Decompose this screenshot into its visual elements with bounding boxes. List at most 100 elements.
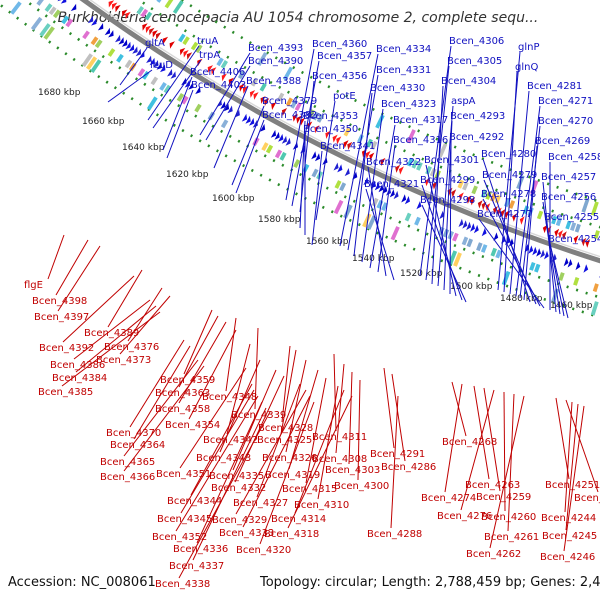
forward-gene-arrow <box>278 133 284 142</box>
outer-feature-block <box>551 288 560 303</box>
inner-feature-block <box>156 0 162 3</box>
reverse-label-line <box>178 411 271 579</box>
map-title: Burkholderia cenocepacia AU 1054 chromos… <box>58 10 539 26</box>
forward-cog-block <box>466 238 473 248</box>
reverse-gene-arrow <box>115 4 121 13</box>
forward-cog-block <box>176 93 185 102</box>
forward-gene-arrow <box>337 164 343 173</box>
outer-feature-block <box>343 204 353 219</box>
reverse-cog-block <box>574 223 581 233</box>
forward-gene-arrow <box>188 82 194 90</box>
ring-dots-0 <box>0 2 600 319</box>
forward-gene-arrow <box>462 220 468 229</box>
forward-gene-label: Bcen_4271 <box>538 96 593 107</box>
reverse-label-line <box>234 375 285 483</box>
inner-feature-block <box>590 201 599 216</box>
reverse-label-line <box>473 385 490 480</box>
reverse-cog-block <box>551 215 558 225</box>
forward-gene-arrow <box>532 246 538 256</box>
forward-gene-arrow <box>149 57 155 66</box>
forward-gene-arrow <box>563 257 569 267</box>
forward-label-line <box>483 179 537 305</box>
reverse-gene-label: Bcen_4328 <box>258 423 313 434</box>
reverse-label-line <box>489 395 525 549</box>
forward-cog-block <box>274 149 283 159</box>
reverse-gene-arrow <box>493 206 498 215</box>
forward-cog-block <box>159 82 167 91</box>
reverse-label-line <box>55 239 89 296</box>
forward-gene-arrow <box>128 44 135 52</box>
reverse-gene-arrow <box>169 41 175 49</box>
genome-rings <box>0 0 600 319</box>
forward-gene-label: potE <box>333 91 356 102</box>
reverse-label-line <box>178 315 219 388</box>
forward-label-line <box>299 80 315 213</box>
forward-gene-arrow <box>252 119 258 128</box>
reverse-gene-arrow <box>425 178 430 187</box>
forward-gene-arrow <box>389 189 395 198</box>
topology-text: Topology: circular; Length: 2,788,459 bp… <box>259 575 600 590</box>
reverse-cog-block <box>190 41 199 51</box>
reverse-cog-block <box>259 82 267 92</box>
forward-cog-block <box>116 53 124 63</box>
forward-label-line <box>503 71 518 293</box>
outer-feature-block <box>362 213 372 228</box>
reverse-cog-block <box>285 97 293 107</box>
reverse-gene-label: Bcen_4359 <box>160 375 215 386</box>
reverse-cog-block <box>406 157 414 167</box>
reverse-label-line <box>451 381 467 437</box>
outer-feature-block <box>86 56 98 70</box>
reverse-gene-arrow <box>264 98 270 106</box>
reverse-cog-block <box>471 185 478 195</box>
forward-gene-arrow <box>132 46 138 54</box>
forward-gene-arrow <box>404 196 410 205</box>
outer-feature-block <box>39 23 51 37</box>
reverse-gene-arrow <box>332 134 338 143</box>
reverse-gene-arrow <box>271 102 277 110</box>
reverse-gene-arrow <box>253 92 259 100</box>
forward-cog-block <box>265 144 274 154</box>
forward-cog-block <box>194 103 202 113</box>
forward-gene-arrow <box>274 131 280 140</box>
reverse-cog-block <box>411 159 419 169</box>
outer-feature-block <box>366 215 377 230</box>
reverse-gene-arrow <box>207 65 213 73</box>
genome-backbone <box>79 0 600 264</box>
reverse-label-line <box>190 383 253 496</box>
reverse-gene-arrow <box>221 73 227 82</box>
reverse-gene-label: Bcen_4310 <box>294 500 349 511</box>
forward-cog-block <box>461 236 469 246</box>
reverse-gene-label: Bcen_4308 <box>312 454 367 465</box>
reverse-label-line <box>507 393 515 532</box>
outer-feature-block <box>146 96 158 111</box>
reverse-gene-arrow <box>186 52 193 60</box>
reverse-gene-label: Bcen_4366 <box>100 472 155 483</box>
forward-gene-arrow <box>259 123 266 132</box>
reverse-gene-arrow <box>477 200 483 209</box>
forward-gene-label: Bcen_4280 <box>481 149 536 160</box>
forward-cog-block <box>82 30 90 40</box>
forward-gene-label: Bcen_4279 <box>482 170 537 181</box>
reverse-label-line <box>317 385 339 500</box>
forward-label-line <box>299 120 306 229</box>
forward-gene-arrow <box>344 168 350 177</box>
forward-gene-arrow <box>393 190 399 200</box>
forward-gene-arrow <box>466 221 472 231</box>
reverse-cog-block <box>480 189 488 198</box>
forward-gene-label: gltA <box>145 38 165 49</box>
reverse-label-line <box>235 389 307 515</box>
forward-label-line <box>152 59 202 129</box>
forward-label-line <box>377 144 396 273</box>
forward-gene-label: Bcen_4304 <box>441 76 496 87</box>
reverse-cog-block <box>508 200 516 209</box>
forward-gene-label: Bcen_4357 <box>317 51 372 62</box>
inner-feature-block <box>283 66 293 81</box>
reverse-gene-arrow <box>395 164 401 173</box>
reverse-gene-label: Bcen_4288 <box>367 529 422 540</box>
reverse-cog-block <box>357 134 364 144</box>
forward-cog-block <box>573 277 580 286</box>
forward-gene-arrow <box>156 62 162 70</box>
reverse-gene-label: Bcen_4338 <box>155 579 210 590</box>
forward-label-line <box>147 45 200 121</box>
reverse-gene-arrow <box>145 25 152 34</box>
